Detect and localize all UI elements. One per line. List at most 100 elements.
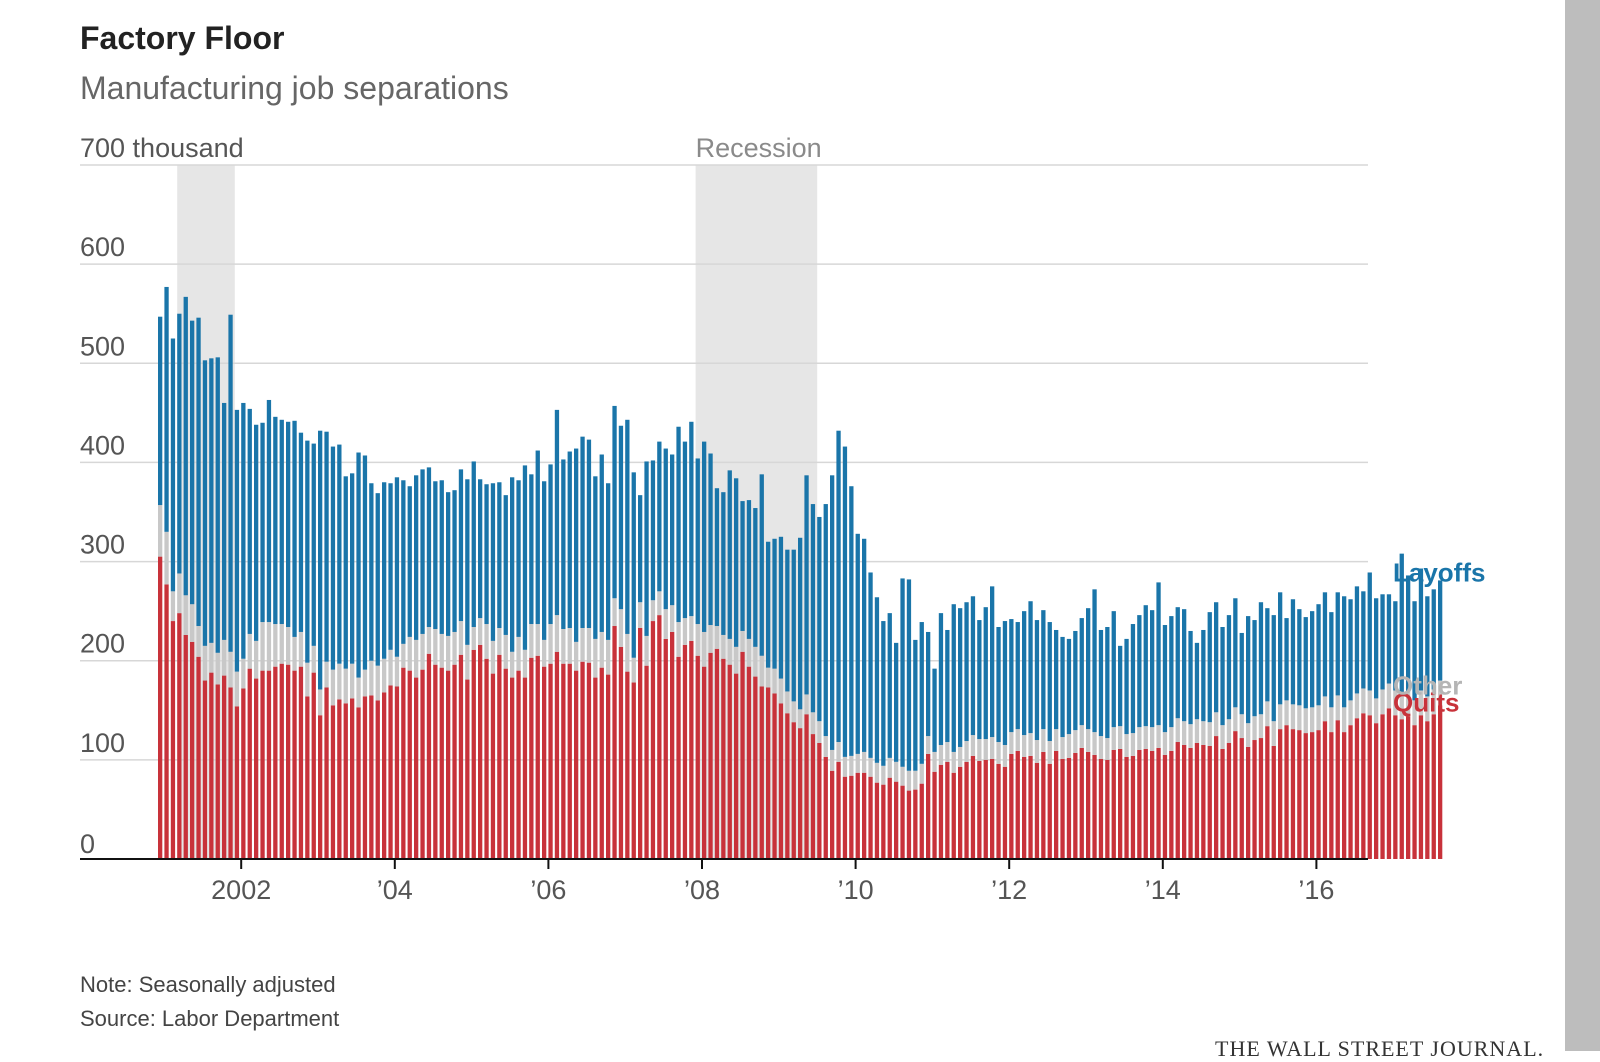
bar-other-91 [740,630,745,652]
bar-layoffs-74 [631,472,636,658]
bar-other-125 [958,746,963,767]
bar-quits-37 [394,686,400,859]
bar-quits-126 [964,761,969,859]
bar-layoffs-152 [1130,624,1136,734]
y-tick-label-500: 500 [80,331,125,361]
bar-quits-60 [542,666,547,859]
bar-layoffs-122 [938,613,944,745]
bar-layoffs-94 [759,474,764,656]
bar-other-99 [791,701,796,723]
bar-layoffs-73 [625,419,630,634]
bar-layoffs-24 [311,443,316,646]
bar-other-127 [970,735,976,756]
bar-other-174 [1271,721,1276,746]
bar-other-193 [1393,690,1398,716]
bar-quits-76 [644,665,649,859]
bar-quits-86 [708,652,713,859]
bar-layoffs-41 [420,469,425,634]
bar-layoffs-101 [804,475,809,695]
bar-quits-95 [766,687,771,859]
bar-layoffs-91 [740,501,745,631]
bar-quits-101 [804,714,809,859]
bar-other-11 [228,651,233,688]
bar-layoffs-63 [561,459,566,629]
bar-layoffs-177 [1290,599,1296,705]
bar-other-100 [798,709,803,729]
bar-other-128 [977,739,982,761]
bar-other-183 [1329,707,1334,733]
bar-layoffs-115 [894,642,899,762]
bar-quits-88 [721,658,726,859]
bar-layoffs-46 [452,490,457,632]
bar-other-67 [586,627,592,663]
bar-quits-173 [1265,726,1270,859]
bar-quits-135 [1022,756,1027,859]
bar-other-161 [1188,724,1193,748]
bar-layoffs-114 [887,613,892,758]
bar-quits-22 [298,666,304,859]
bar-layoffs-9 [215,357,220,653]
bar-quits-10 [222,675,227,859]
bar-other-98 [785,691,790,714]
bar-other-124 [951,751,956,773]
bar-other-169 [1239,714,1244,739]
bar-other-178 [1297,705,1302,731]
bar-quits-134 [1015,750,1020,859]
bar-other-56 [516,636,521,671]
bar-quits-162 [1194,743,1200,859]
bar-other-81 [676,622,681,657]
bar-other-152 [1130,733,1136,756]
bar-quits-104 [823,756,828,859]
bar-quits-102 [810,734,816,859]
bar-other-84 [695,624,700,656]
bar-other-66 [580,627,585,662]
bar-layoffs-141 [1060,636,1065,738]
bar-quits-49 [471,649,476,859]
bar-quits-90 [734,673,739,859]
bar-quits-188 [1361,713,1366,859]
bar-other-82 [682,618,688,645]
bar-layoffs-15 [254,424,259,641]
bar-other-115 [894,761,899,782]
y-tick-label-600: 600 [80,232,125,262]
bar-other-150 [1118,726,1123,749]
bar-layoffs-71 [612,405,617,599]
bar-quits-185 [1342,732,1347,859]
bar-layoffs-194 [1399,553,1404,695]
bar-other-55 [510,651,515,678]
bar-layoffs-5 [190,320,195,605]
bar-layoffs-23 [305,440,310,663]
bar-quits-69 [599,667,604,859]
bar-other-38 [401,643,406,668]
publisher-logo: THE WALL STREET JOURNAL. [1215,1036,1545,1061]
bar-layoffs-17 [266,399,272,623]
bar-other-137 [1034,740,1040,763]
bar-layoffs-34 [375,493,380,666]
chart-subtitle: Manufacturing job separations [80,70,509,106]
bar-layoffs-111 [868,572,873,758]
bar-layoffs-90 [734,478,739,647]
bar-other-121 [932,751,937,772]
bar-layoffs-181 [1316,604,1321,706]
y-tick-label-700: 700 thousand [80,133,244,163]
bar-layoffs-104 [823,504,828,737]
bar-layoffs-36 [388,483,393,650]
bar-other-49 [471,627,476,650]
bar-quits-38 [401,667,406,859]
bar-quits-118 [913,789,918,859]
bar-layoffs-189 [1367,572,1372,691]
bar-layoffs-146 [1092,589,1097,733]
bar-quits-82 [682,644,688,859]
bar-layoffs-167 [1226,615,1232,720]
bar-other-52 [490,640,496,674]
bar-layoffs-121 [932,668,937,752]
bar-other-149 [1111,727,1116,750]
bar-quits-4 [183,634,188,859]
bar-other-104 [823,736,828,757]
bar-other-164 [1207,722,1212,746]
bar-quits-150 [1118,748,1123,859]
bar-other-97 [778,678,784,704]
bar-quits-80 [670,631,675,859]
bar-other-171 [1252,716,1257,741]
bar-quits-171 [1252,740,1257,859]
